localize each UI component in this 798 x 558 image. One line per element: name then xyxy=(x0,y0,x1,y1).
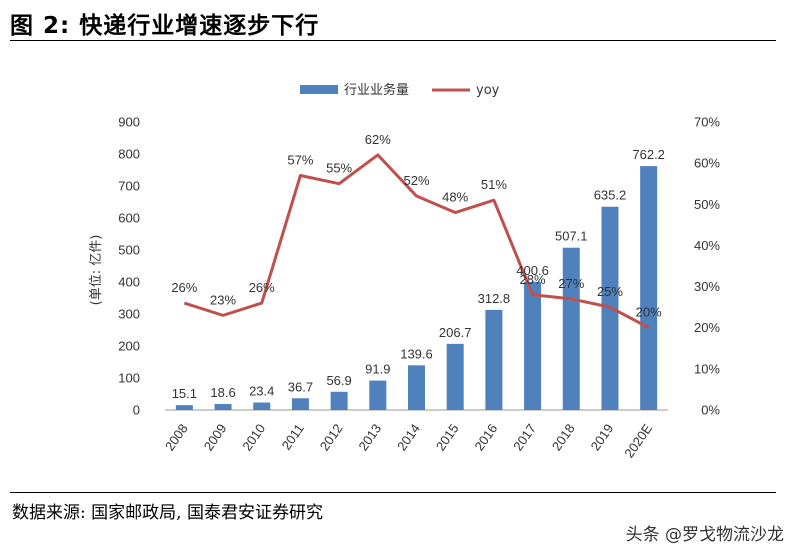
legend-label-volume: 行业业务量 xyxy=(344,82,409,98)
y-tick-label: 800 xyxy=(118,147,140,162)
y2-tick-label: 60% xyxy=(694,156,720,171)
y-tick-label: 600 xyxy=(118,211,140,226)
yoy-value-label: 52% xyxy=(403,173,429,188)
y-axis-title: (单位: 亿件) xyxy=(89,235,104,306)
yoy-value-label: 27% xyxy=(558,276,584,291)
x-tick-label: 2018 xyxy=(549,421,578,453)
y-tick-label: 0 xyxy=(133,403,140,418)
bar-volume xyxy=(175,405,193,410)
yoy-value-label: 25% xyxy=(597,284,623,299)
figure-title: 图 2: 快递行业增速逐步下行 xyxy=(10,13,320,39)
y2-tick-label: 10% xyxy=(694,361,720,376)
bar-volume xyxy=(562,247,580,410)
legend-label-yoy: yoy xyxy=(476,83,500,98)
bar-volume xyxy=(640,166,658,410)
x-tick-label: 2016 xyxy=(471,421,500,453)
bar-value-label: 400.6 xyxy=(516,263,549,278)
yoy-value-label: 26% xyxy=(171,280,197,295)
yoy-value-label: 28% xyxy=(520,272,546,287)
bar-volume xyxy=(485,309,503,410)
bar-volume xyxy=(253,402,271,410)
x-tick-label: 2019 xyxy=(588,421,617,453)
x-tick-label: 2011 xyxy=(279,421,307,453)
x-tick-label: 2020E xyxy=(621,421,655,461)
bar-value-label: 15.1 xyxy=(172,386,197,401)
bar-volume xyxy=(408,365,425,410)
bar-value-label: 206.7 xyxy=(439,325,472,340)
yoy-value-label: 62% xyxy=(365,132,391,147)
x-tick-label: 2014 xyxy=(394,421,423,453)
line-yoy xyxy=(183,153,650,330)
source-note: 数据来源: 国家邮政局, 国泰君安证券研究 xyxy=(12,503,323,523)
bar-volume xyxy=(330,391,348,410)
y-tick-label: 700 xyxy=(118,179,140,194)
x-tick-label: 2009 xyxy=(201,421,230,453)
x-tick-label: 2010 xyxy=(239,421,268,453)
yoy-value-label: 48% xyxy=(442,190,468,205)
y-tick-label: 200 xyxy=(118,339,140,354)
x-tick-label: 2017 xyxy=(510,421,539,453)
yoy-volume-chart: 0 100 200 300 400 500 600 700 800 900 0% 10% 20% 30% 4… xyxy=(89,82,720,461)
y2-tick-label: 50% xyxy=(694,197,720,212)
x-tick-label: 2008 xyxy=(162,421,191,453)
x-tick-label: 2013 xyxy=(355,421,384,453)
y2-tick-label: 20% xyxy=(694,320,720,335)
yoy-value-label: 26% xyxy=(249,280,275,295)
y2-tick-label: 0% xyxy=(701,403,720,418)
bar-value-label: 139.6 xyxy=(400,346,433,361)
bar-value-label: 18.6 xyxy=(210,385,235,400)
bar-volume xyxy=(524,281,542,410)
bar-volume xyxy=(214,404,232,410)
bar-value-label: 91.9 xyxy=(365,362,390,377)
x-tick-label: 2012 xyxy=(317,421,346,453)
bar-value-label: 312.8 xyxy=(478,291,511,306)
bar-value-label: 762.2 xyxy=(632,147,665,162)
yoy-value-label: 51% xyxy=(481,177,507,192)
yoy-value-label: 20% xyxy=(636,305,662,320)
y2-tick-label: 40% xyxy=(694,238,720,253)
source-rule xyxy=(10,492,776,493)
bar-value-label: 507.1 xyxy=(555,229,588,244)
bar-volume xyxy=(446,343,464,410)
bar-value-label: 56.9 xyxy=(326,373,351,388)
legend-swatch-volume xyxy=(300,85,338,94)
x-tick-label: 2015 xyxy=(433,421,462,453)
yoy-value-label: 57% xyxy=(287,152,313,167)
y-tick-label: 100 xyxy=(118,371,140,386)
bar-volume xyxy=(291,398,309,410)
y-tick-label: 500 xyxy=(118,243,140,258)
yoy-value-label: 23% xyxy=(210,292,236,307)
title-rule xyxy=(10,40,776,41)
bar-volume xyxy=(369,380,387,410)
watermark: 头条 @罗戈物流沙龙 xyxy=(625,525,784,545)
y-tick-label: 300 xyxy=(118,307,140,322)
y2-tick-label: 30% xyxy=(694,279,720,294)
bar-value-label: 635.2 xyxy=(594,188,627,203)
y2-tick-label: 70% xyxy=(694,115,720,130)
y-tick-label: 400 xyxy=(118,275,140,290)
bar-value-label: 36.7 xyxy=(288,379,313,394)
y-tick-label: 900 xyxy=(118,115,140,130)
bar-value-label: 23.4 xyxy=(249,384,274,399)
yoy-value-label: 55% xyxy=(326,161,352,176)
